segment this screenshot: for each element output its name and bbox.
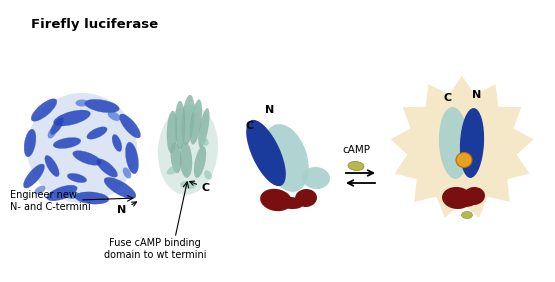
Ellipse shape <box>175 101 185 149</box>
Ellipse shape <box>460 108 484 178</box>
Ellipse shape <box>158 105 218 195</box>
Ellipse shape <box>125 142 139 174</box>
Ellipse shape <box>123 168 132 179</box>
Ellipse shape <box>27 93 137 203</box>
Ellipse shape <box>23 164 44 188</box>
Text: C: C <box>444 93 452 103</box>
Ellipse shape <box>184 103 202 113</box>
Ellipse shape <box>87 127 107 139</box>
Ellipse shape <box>65 191 79 199</box>
Ellipse shape <box>73 151 101 165</box>
Text: N: N <box>265 105 275 115</box>
Ellipse shape <box>302 167 330 189</box>
Ellipse shape <box>180 181 196 189</box>
Ellipse shape <box>167 111 177 153</box>
Ellipse shape <box>171 143 181 173</box>
Ellipse shape <box>260 189 292 211</box>
Ellipse shape <box>295 189 317 207</box>
Ellipse shape <box>31 99 57 121</box>
Text: Fuse cAMP binding
domain to wt termini: Fuse cAMP binding domain to wt termini <box>104 238 206 260</box>
Ellipse shape <box>67 173 87 183</box>
Text: C: C <box>190 181 210 193</box>
Ellipse shape <box>97 159 118 177</box>
Text: Engineer new
N- and C-termini: Engineer new N- and C-termini <box>10 190 91 212</box>
Ellipse shape <box>194 146 206 178</box>
Ellipse shape <box>75 192 109 204</box>
Ellipse shape <box>53 138 81 149</box>
Ellipse shape <box>454 197 476 207</box>
Ellipse shape <box>24 129 36 157</box>
Ellipse shape <box>75 100 88 107</box>
Ellipse shape <box>119 114 140 138</box>
Ellipse shape <box>48 127 56 138</box>
Ellipse shape <box>348 162 364 171</box>
Ellipse shape <box>463 187 485 205</box>
Text: N: N <box>117 202 137 215</box>
Text: N: N <box>472 90 482 100</box>
Ellipse shape <box>199 108 209 148</box>
Ellipse shape <box>112 135 122 151</box>
Ellipse shape <box>85 99 119 113</box>
Ellipse shape <box>51 118 64 135</box>
Text: cAMP: cAMP <box>342 145 370 155</box>
Ellipse shape <box>456 153 472 168</box>
Ellipse shape <box>442 187 472 209</box>
Ellipse shape <box>190 100 202 144</box>
Ellipse shape <box>462 212 472 219</box>
Ellipse shape <box>180 142 192 177</box>
Ellipse shape <box>104 177 136 199</box>
Ellipse shape <box>34 186 46 194</box>
Text: Firefly luciferase: Firefly luciferase <box>32 18 159 31</box>
Ellipse shape <box>45 155 59 177</box>
Ellipse shape <box>197 134 209 146</box>
Ellipse shape <box>279 197 304 209</box>
Polygon shape <box>391 76 533 218</box>
Ellipse shape <box>246 120 286 186</box>
Ellipse shape <box>47 185 77 201</box>
Ellipse shape <box>108 111 120 121</box>
Ellipse shape <box>181 95 194 145</box>
Ellipse shape <box>439 107 469 179</box>
Ellipse shape <box>263 124 309 192</box>
Ellipse shape <box>166 165 179 175</box>
Text: C: C <box>246 121 254 131</box>
Ellipse shape <box>54 110 90 126</box>
Ellipse shape <box>204 170 212 180</box>
